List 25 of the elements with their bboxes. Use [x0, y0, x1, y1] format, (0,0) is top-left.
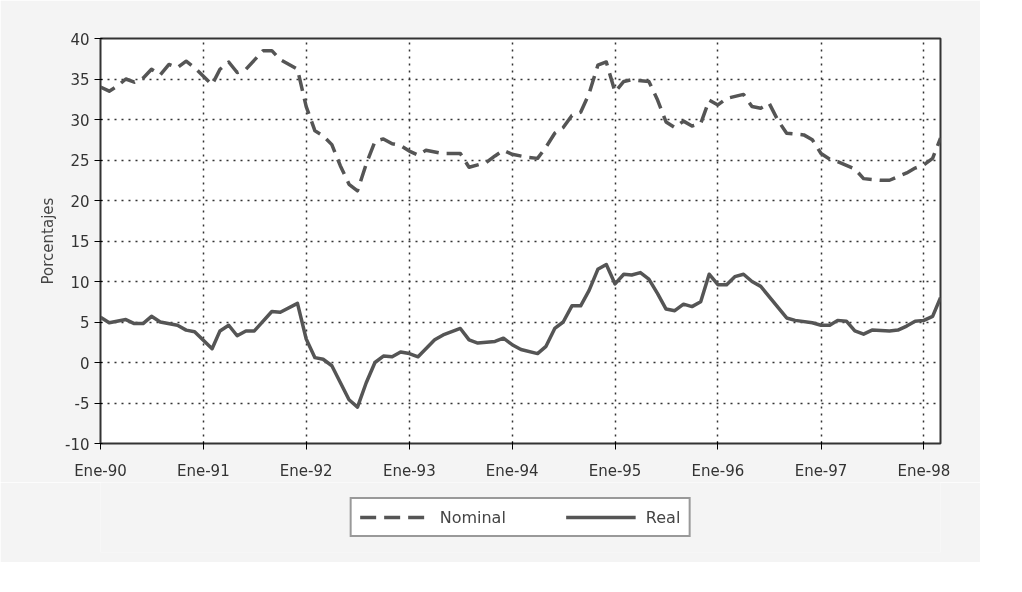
- y-tick-label: 5: [79, 314, 90, 332]
- y-tick-label: 20: [70, 192, 90, 211]
- legend-label: Real: [645, 507, 681, 527]
- y-tick-label: -5: [74, 395, 90, 413]
- y-axis-title: Porcentajes: [39, 197, 57, 285]
- line-series: [100, 262, 941, 409]
- legend-label: Nominal: [439, 507, 506, 527]
- x-tick-label: Ene-93: [382, 461, 436, 480]
- y-tick-label: 25: [70, 152, 90, 170]
- x-tick-label: Ene-97: [794, 461, 848, 480]
- x-tick-label: Ene-98: [897, 461, 951, 480]
- line-series: [100, 48, 941, 193]
- y-tick-label: 40: [70, 30, 90, 49]
- x-tick-label: Ene-91: [177, 461, 230, 480]
- x-tick-label: Ene-90: [74, 461, 127, 480]
- y-tick-label: 35: [70, 71, 90, 89]
- y-tick-label: 0: [79, 354, 90, 373]
- x-tick-label: Ene-95: [588, 461, 642, 480]
- y-tick-label: -10: [65, 435, 90, 454]
- x-tick-label: Ene-94: [485, 461, 539, 480]
- x-tick-label: Ene-92: [279, 461, 333, 480]
- y-tick-label: 30: [70, 111, 90, 130]
- y-tick-label: 10: [70, 273, 90, 292]
- y-tick-label: 15: [70, 233, 90, 251]
- x-tick-label: Ene-96: [691, 461, 745, 480]
